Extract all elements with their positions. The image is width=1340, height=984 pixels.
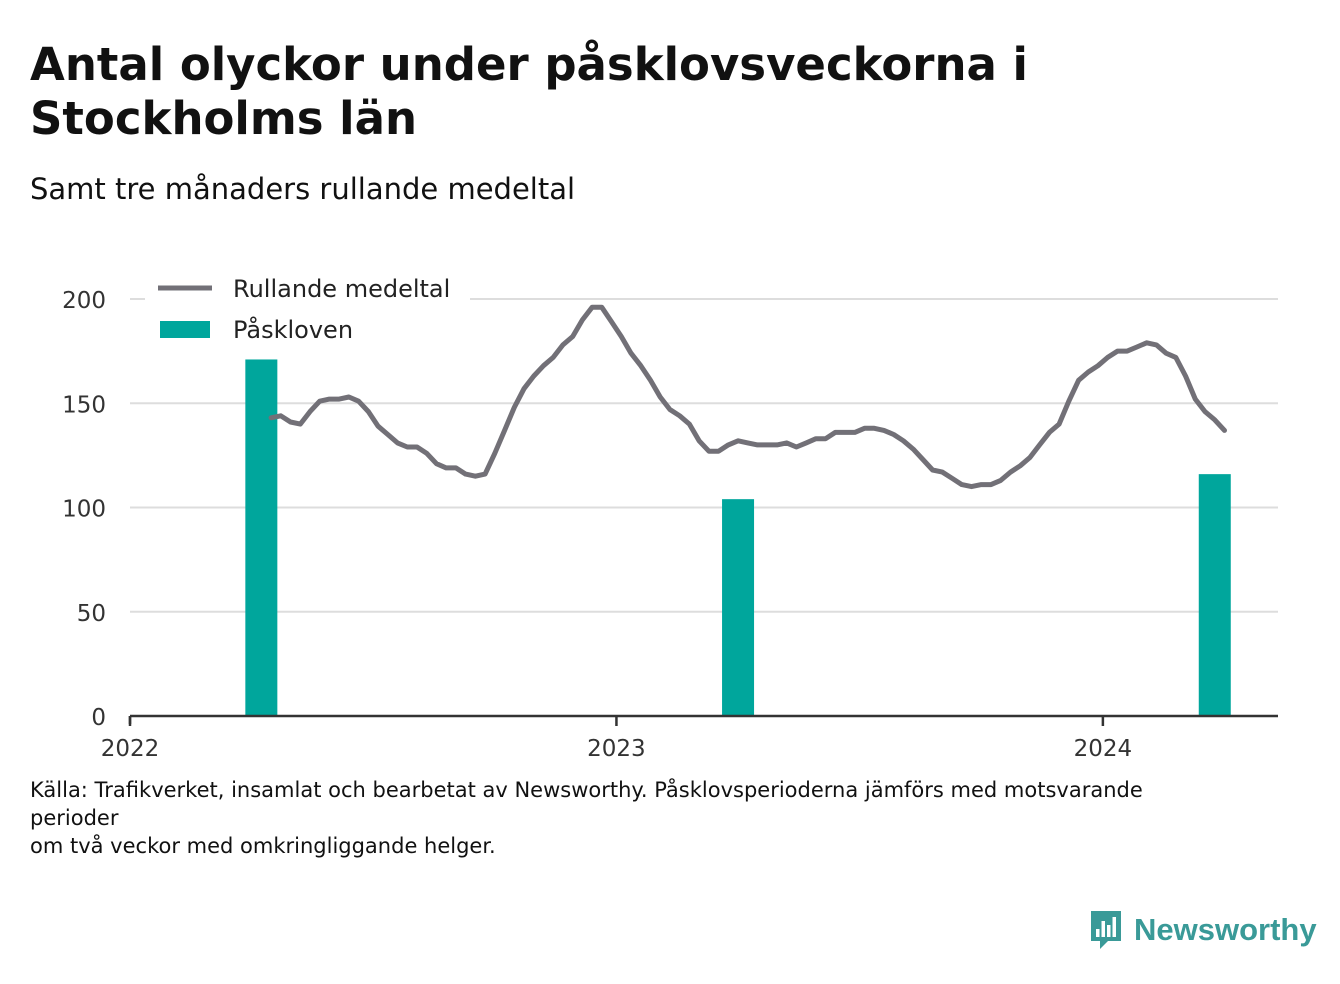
- y-tick-label: 150: [62, 392, 106, 418]
- y-tick-label: 0: [91, 705, 106, 731]
- bar-paskloven: [1198, 474, 1231, 716]
- x-tick-label: 2023: [587, 736, 646, 762]
- legend-bar-swatch: [160, 321, 210, 338]
- legend-label: Rullande medeltal: [233, 275, 450, 303]
- legend-label: Påskloven: [233, 315, 353, 344]
- chart-title: Antal olyckor under påsklovsveckorna i S…: [30, 38, 1028, 145]
- source-note: Källa: Trafikverket, insamlat och bearbe…: [30, 776, 1230, 860]
- y-tick-label: 100: [62, 497, 106, 523]
- chart-subtitle: Samt tre månaders rullande medeltal: [30, 172, 576, 206]
- newsworthy-logo-icon: [1091, 911, 1121, 949]
- y-tick-label: 50: [77, 601, 106, 627]
- brand-name: Newsworthy: [1134, 912, 1317, 947]
- x-tick-label: 2022: [101, 736, 160, 762]
- legend-background: [145, 268, 470, 358]
- line-rullande-medeltal: [268, 304, 1227, 490]
- x-tick-label: 2024: [1074, 736, 1133, 762]
- source-line-1: Källa: Trafikverket, insamlat och bearbe…: [30, 778, 1143, 830]
- source-line-2: om två veckor med omkringliggande helger…: [30, 834, 496, 858]
- y-tick-label: 200: [62, 288, 106, 314]
- bar-paskloven: [722, 499, 755, 716]
- brand-logo[interactable]: Newsworthy: [1088, 908, 1317, 952]
- chart: 0 50 100 150 200 2022 2023 2024 Rullande medelta…: [62, 268, 1278, 762]
- bar-paskloven: [245, 359, 278, 716]
